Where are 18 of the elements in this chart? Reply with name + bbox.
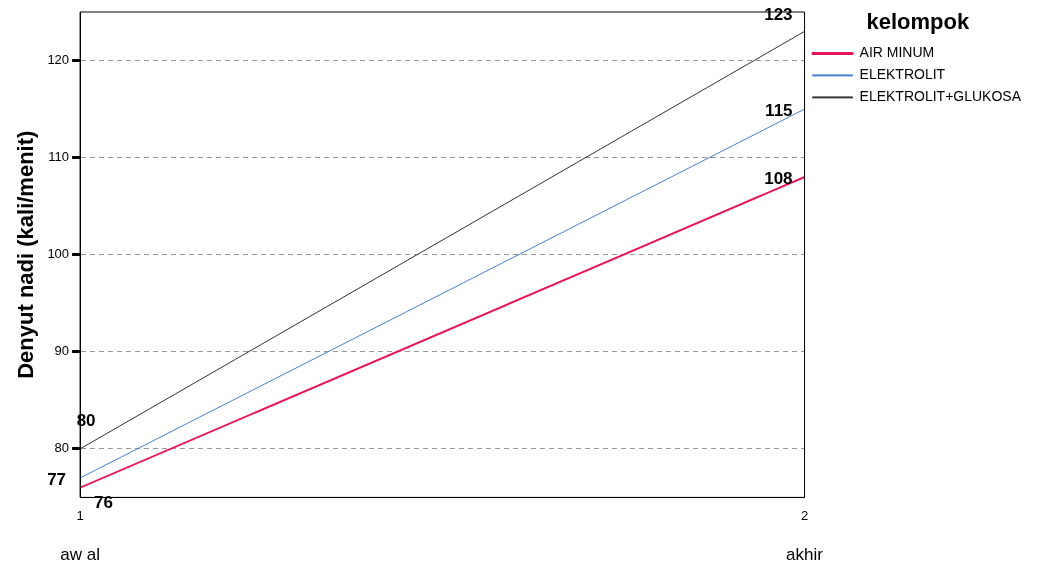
legend-label: AIR MINUM	[859, 44, 935, 61]
y-tick-label: 90	[54, 343, 70, 359]
legend-label: ELEKTROLIT	[859, 66, 946, 83]
y-tick-label: 110	[48, 149, 70, 165]
data-label: 108	[764, 168, 793, 188]
legend-title: kelompok	[866, 9, 970, 35]
x-tick-label: 2	[800, 507, 809, 523]
data-label: 115	[765, 100, 793, 120]
text: aw al	[60, 545, 100, 565]
text: akhir	[786, 545, 823, 565]
x-tick-label: 1	[76, 507, 84, 523]
legend-label: ELEKTROLIT+GLUKOSA	[859, 88, 1022, 105]
y-tick-label: 100	[47, 246, 70, 262]
data-label: 123	[764, 5, 793, 25]
y-axis-title: Denyut nadi (kali/menit)	[13, 130, 39, 379]
data-label: 77	[47, 469, 67, 489]
y-tick-label: 80	[54, 440, 70, 456]
y-tick-label: 120	[47, 52, 70, 68]
